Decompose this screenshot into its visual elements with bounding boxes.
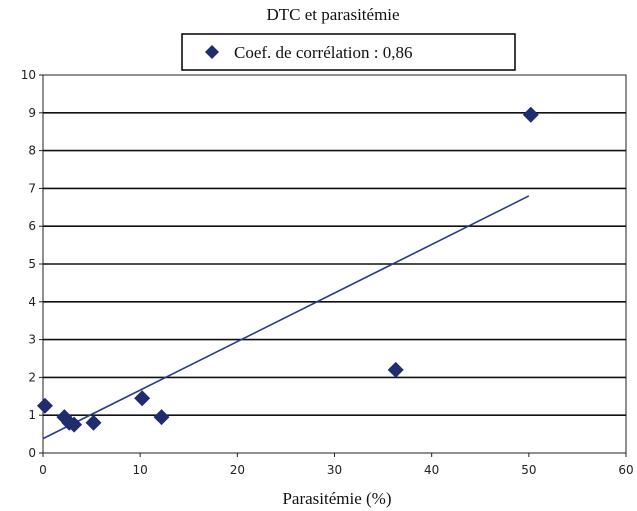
chart-title: DTC et parasitémie bbox=[266, 5, 399, 24]
data-point bbox=[36, 397, 53, 414]
legend-label: Coef. de corrélation : 0,86 bbox=[234, 43, 412, 62]
data-points bbox=[36, 106, 539, 433]
y-tick-label: 10 bbox=[21, 68, 36, 82]
y-tick-label: 6 bbox=[28, 219, 36, 233]
legend-marker-icon bbox=[205, 45, 219, 59]
trendline bbox=[42, 195, 530, 440]
y-tick-label: 4 bbox=[28, 295, 36, 309]
y-tick-label: 5 bbox=[28, 257, 36, 271]
y-tick-label: 9 bbox=[28, 106, 36, 120]
y-tick-label: 8 bbox=[28, 144, 36, 158]
x-tick-label: 10 bbox=[133, 463, 148, 477]
data-point bbox=[66, 416, 83, 433]
y-axis-ticks: 0 1 2 3 4 5 6 7 8 9 10 bbox=[21, 68, 43, 460]
y-tick-label: 7 bbox=[28, 181, 36, 195]
plot-area: 0 1 2 3 4 5 6 7 8 9 10 0 10 20 30 40 50 60 bbox=[21, 68, 634, 477]
x-tick-label: 30 bbox=[327, 463, 342, 477]
data-point bbox=[134, 390, 151, 407]
y-tick-label: 2 bbox=[28, 370, 36, 384]
legend-box bbox=[181, 33, 516, 71]
x-tick-label: 0 bbox=[39, 463, 47, 477]
y-tick-label: 3 bbox=[28, 333, 36, 347]
data-point bbox=[85, 414, 102, 431]
data-point bbox=[522, 106, 539, 123]
x-tick-label: 60 bbox=[618, 463, 633, 477]
legend: Coef. de corrélation : 0,86 bbox=[181, 33, 516, 71]
x-axis-label: Parasitémie (%) bbox=[282, 489, 391, 508]
data-point bbox=[153, 409, 170, 426]
y-tick-label: 1 bbox=[28, 408, 36, 422]
x-tick-label: 40 bbox=[424, 463, 439, 477]
y-tick-label: 0 bbox=[28, 446, 36, 460]
data-point bbox=[387, 361, 404, 378]
gridlines bbox=[43, 112, 626, 417]
x-tick-label: 20 bbox=[230, 463, 245, 477]
x-tick-label: 50 bbox=[521, 463, 536, 477]
x-axis-ticks: 0 10 20 30 40 50 60 bbox=[39, 453, 634, 477]
